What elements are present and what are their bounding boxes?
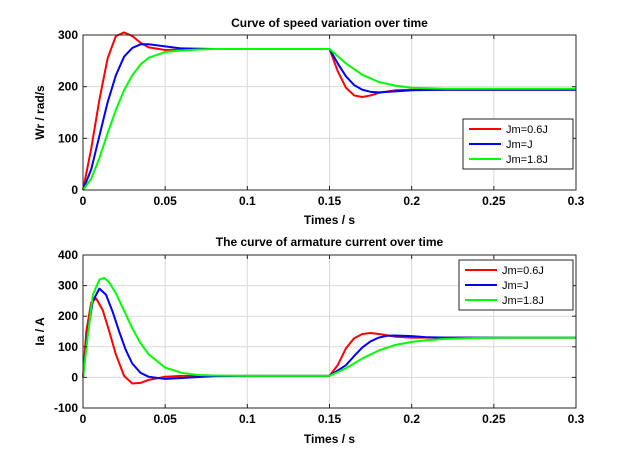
y-tick-label: 100 — [58, 340, 78, 354]
legend: Jm=0.6J Jm=J Jm=1.8J — [458, 259, 574, 311]
x-tick-label: 0 — [80, 412, 87, 426]
legend-label-1: Jm=J — [506, 139, 533, 151]
y-axis-label: Ia / A — [33, 317, 47, 346]
chart-title: The curve of armature current over time — [216, 235, 444, 249]
y-tick-label: 200 — [58, 309, 78, 323]
series-line-2 — [82, 47, 576, 191]
legend-label-0: Jm=0.6J — [502, 265, 544, 277]
x-axis-label: Times / s — [304, 213, 355, 227]
chart-title: Curve of speed variation over time — [231, 16, 428, 30]
x-tick-label: 0 — [80, 194, 87, 208]
current-chart: 0 0.05 0.1 0.15 0.2 0.25 0.3-1000100200300400T… — [33, 235, 585, 446]
series-line-2 — [82, 276, 576, 378]
x-tick-label: 0.3 — [568, 412, 585, 426]
x-tick-label: 0.05 — [153, 412, 177, 426]
x-tick-label: 0.25 — [482, 194, 506, 208]
x-tick-label: 0.3 — [568, 194, 585, 208]
x-tick-label: 0.2 — [403, 194, 420, 208]
y-axis-label: Wr / rad/s — [33, 85, 47, 140]
x-tick-label: 0.05 — [153, 194, 177, 208]
speed-chart: 0 0.05 0.1 0.15 0.2 0.25 0.3 0 100 200 300 Curve of… — [33, 16, 585, 227]
y-tick-label: 0 — [71, 183, 78, 197]
x-tick-label: 0.15 — [318, 412, 342, 426]
x-tick-label: 0.15 — [318, 194, 342, 208]
legend: Jm=0.6J Jm=J Jm=1.8J — [462, 118, 574, 170]
x-tick-label: 0.1 — [239, 194, 256, 208]
y-tick-label: 300 — [58, 279, 78, 293]
x-tick-label: 0.2 — [403, 412, 420, 426]
x-tick-label: 0.1 — [239, 412, 256, 426]
y-tick-label: 400 — [58, 248, 78, 262]
legend-label-2: Jm=1.8J — [506, 154, 548, 166]
y-tick-label: -100 — [54, 401, 78, 415]
legend-label-1: Jm=J — [502, 280, 529, 292]
x-axis-label: Times / s — [304, 432, 355, 446]
y-tick-label: 0 — [71, 370, 78, 384]
y-tick-label: 300 — [58, 28, 78, 42]
legend-label-2: Jm=1.8J — [502, 295, 544, 307]
y-tick-label: 100 — [58, 131, 78, 145]
y-tick-label: 200 — [58, 80, 78, 94]
x-tick-label: 0.25 — [482, 412, 506, 426]
legend-label-0: Jm=0.6J — [506, 124, 548, 136]
